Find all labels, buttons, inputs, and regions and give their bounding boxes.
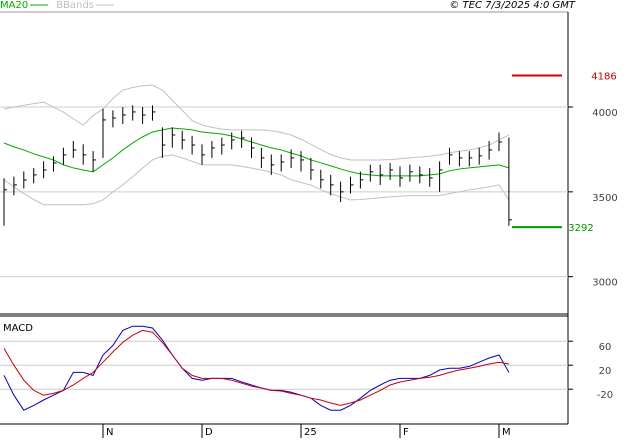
band-upper (3, 84, 510, 161)
macd-title: MACD (3, 323, 33, 334)
y-tick-label: 4000 (592, 108, 617, 119)
y-tick-label: 60 (599, 342, 612, 353)
ma-line (3, 127, 510, 177)
band-lower (3, 154, 510, 206)
chart-title: © TEC 7/3/2025 4:0 GMT (449, 0, 576, 11)
level-label: 4186 (591, 71, 616, 82)
x-tick-label: F (403, 427, 409, 438)
macd-line (3, 329, 509, 406)
x-tick-label: 25 (304, 427, 317, 438)
level-label: 3292 (568, 223, 593, 234)
x-tick-label: M (502, 427, 511, 438)
legend-label: BBands (56, 0, 94, 11)
x-tick-label: D (205, 427, 213, 438)
x-tick-label: N (106, 427, 113, 438)
y-tick-label: 3000 (592, 278, 617, 289)
macd-line (3, 325, 510, 411)
y-tick-label: 3500 (592, 193, 617, 204)
y-tick-label: -20 (597, 390, 613, 401)
legend-label: MA20 (0, 0, 28, 11)
y-tick-label: 20 (599, 366, 612, 377)
